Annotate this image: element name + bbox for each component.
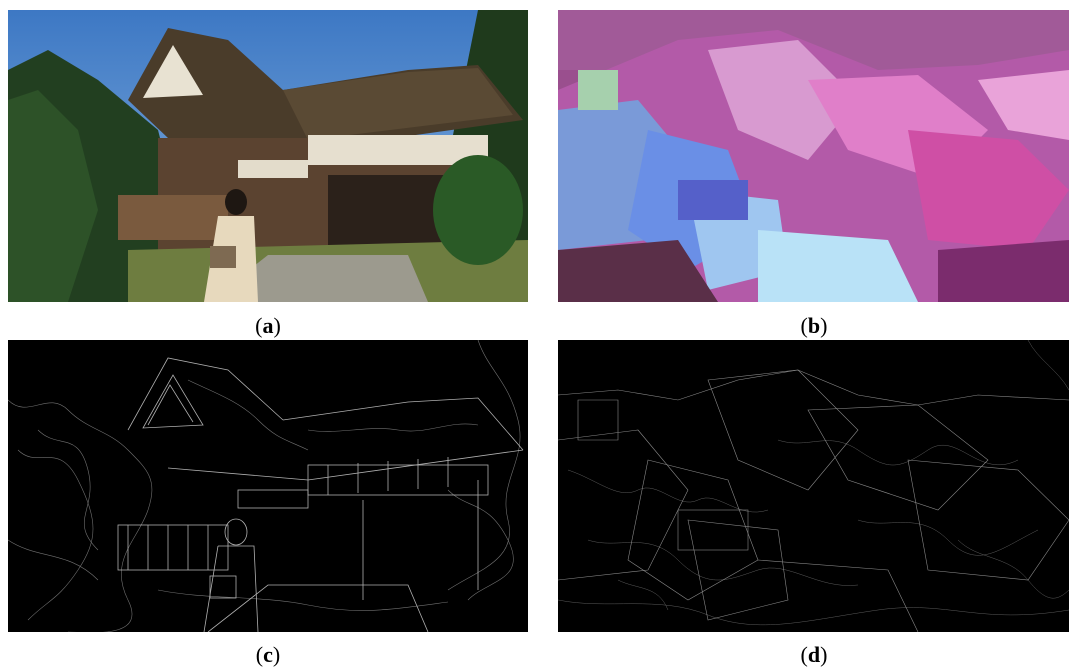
panel-a-photo xyxy=(8,10,528,302)
panel-b-distorted xyxy=(558,10,1069,302)
house-photo-image xyxy=(8,10,528,302)
caption-a: (a) xyxy=(255,313,281,338)
panel-c-edges xyxy=(8,340,528,632)
caption-b: (b) xyxy=(800,313,828,338)
distorted-image xyxy=(558,10,1069,302)
caption-c: (c) xyxy=(255,642,281,667)
edge-map-distorted-image xyxy=(558,340,1069,632)
edge-map-original-image xyxy=(8,340,528,632)
panel-d-edges xyxy=(558,340,1069,632)
caption-d: (d) xyxy=(800,642,828,667)
